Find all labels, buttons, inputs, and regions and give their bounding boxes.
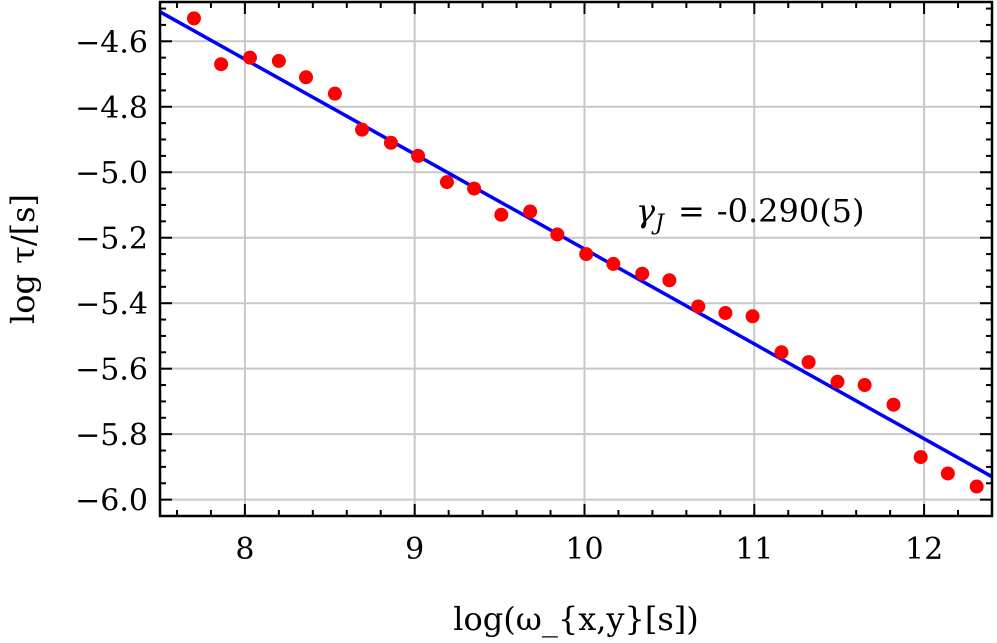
data-point	[383, 135, 398, 150]
data-point	[327, 86, 342, 101]
fit-line	[159, 10, 993, 479]
data-points-layer	[186, 11, 984, 494]
annotation-value: -0.290(5)	[717, 192, 865, 230]
data-point	[606, 256, 621, 271]
annotation-subscript: J	[651, 211, 665, 236]
data-point	[579, 247, 594, 262]
data-point	[830, 374, 845, 389]
data-point	[691, 299, 706, 314]
y-tick-label: −4.8	[75, 91, 148, 126]
data-point	[774, 345, 789, 360]
y-tick-label: −5.0	[75, 156, 148, 191]
data-point	[439, 175, 454, 190]
y-tick-label: −6.0	[75, 484, 148, 519]
fit-annotation: γJ = -0.290(5)	[636, 192, 865, 236]
x-tick-label: 8	[235, 532, 254, 567]
data-point	[801, 355, 816, 370]
fit-line-layer	[159, 10, 993, 479]
data-point	[886, 397, 901, 412]
x-tick-label: 12	[905, 532, 943, 567]
data-point	[242, 50, 257, 65]
y-tick-label: −5.2	[75, 222, 148, 257]
data-point	[186, 11, 201, 26]
data-point	[411, 148, 426, 163]
data-point	[857, 378, 872, 393]
plot-frame	[158, 0, 994, 518]
x-axis-title: log(ω_{x,y}[s])	[453, 600, 698, 638]
y-tick-label: −4.6	[75, 25, 148, 60]
y-tick-label: −5.6	[75, 353, 148, 388]
axis-ticks	[160, 2, 993, 516]
x-tick-label: 11	[735, 532, 773, 567]
grid-lines	[160, 2, 992, 516]
data-point	[745, 309, 760, 324]
data-point	[635, 266, 650, 281]
data-point	[550, 227, 565, 242]
y-tick-labels: −4.6 −4.8 −5.0 −5.2 −5.4 −5.6 −5.8 −6.0	[75, 25, 148, 518]
data-point	[214, 57, 229, 72]
data-point	[355, 122, 370, 137]
x-tick-label: 10	[565, 532, 603, 567]
y-tick-label: −5.4	[75, 287, 148, 322]
annotation-symbol: γ	[636, 192, 656, 230]
data-point	[969, 479, 984, 494]
data-point	[523, 204, 538, 219]
x-tick-label: 9	[405, 532, 424, 567]
y-tick-label: −5.8	[75, 418, 148, 453]
data-point	[718, 306, 733, 321]
y-axis-title: log τ/[s]	[4, 194, 42, 324]
data-point	[271, 53, 286, 68]
data-point	[299, 70, 314, 85]
x-tick-labels: 8 9 10 11 12	[235, 532, 943, 567]
annotation-equals: =	[678, 192, 705, 230]
data-point	[494, 207, 509, 222]
data-point	[467, 181, 482, 196]
data-point	[913, 450, 928, 465]
data-point	[662, 273, 677, 288]
data-point	[940, 466, 955, 481]
